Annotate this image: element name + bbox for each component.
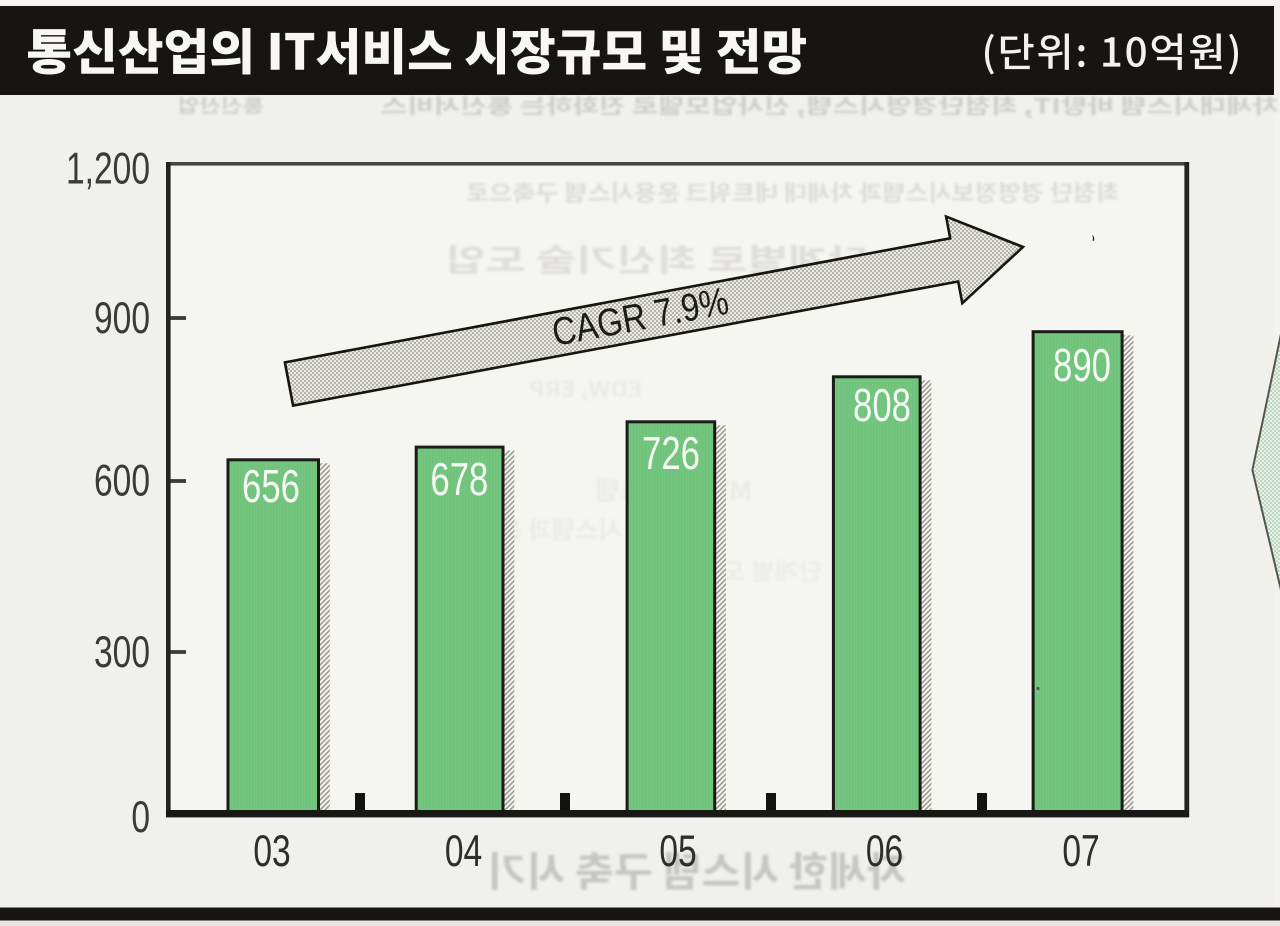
- svg-text:06: 06: [866, 826, 903, 876]
- svg-text:808: 808: [853, 379, 911, 431]
- svg-text:05: 05: [659, 826, 696, 876]
- svg-text:1,200: 1,200: [66, 144, 150, 194]
- svg-text:890: 890: [1053, 339, 1111, 391]
- svg-text:678: 678: [430, 453, 488, 505]
- svg-text:07: 07: [1062, 826, 1099, 876]
- svg-text:900: 900: [94, 293, 150, 343]
- svg-text:04: 04: [445, 826, 482, 876]
- svg-text:656: 656: [242, 460, 300, 512]
- svg-text:03: 03: [253, 826, 290, 876]
- svg-text:0: 0: [131, 792, 150, 842]
- svg-text:726: 726: [642, 427, 700, 479]
- svg-text:300: 300: [94, 627, 150, 677]
- svg-text:600: 600: [94, 456, 150, 506]
